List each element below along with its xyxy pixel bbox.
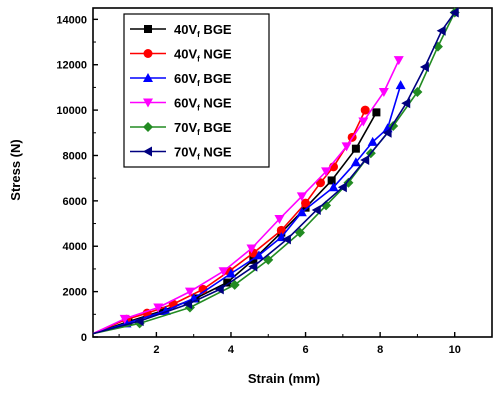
data-point-70vf-nge: [337, 182, 347, 193]
y-tick-label: 4000: [63, 241, 87, 253]
legend-item-70vf-nge: 70Vf NGE: [130, 145, 232, 162]
legend-item-60vf-nge: 60Vf NGE: [130, 96, 232, 113]
legend-marker: [143, 49, 153, 58]
data-point-60vf-nge: [296, 192, 307, 202]
legend-label: 40Vf BGE: [174, 22, 232, 39]
x-tick-label: 2: [153, 344, 159, 356]
x-tick-label: 4: [228, 344, 235, 356]
legend: 40Vf BGE 40Vf NGE 60Vf BGE 60Vf NGE 70Vf BGE…: [123, 13, 270, 168]
legend-label: 70Vf NGE: [174, 145, 232, 162]
data-point-70vf-nge: [436, 25, 446, 36]
y-tick-label: 6000: [63, 196, 87, 208]
data-point-70vf-nge: [183, 299, 193, 310]
data-point-70vf-bge: [294, 227, 305, 238]
legend-label: 60Vf NGE: [174, 96, 232, 113]
legend-item-70vf-bge: 70Vf BGE: [130, 120, 232, 137]
data-point-60vf-nge: [341, 142, 352, 152]
legend-label: 60Vf BGE: [174, 71, 232, 88]
data-point-70vf-nge: [401, 98, 411, 109]
y-tick-label: 14000: [56, 14, 87, 26]
data-point-60vf-bge: [350, 157, 361, 167]
data-point-40vf-bge: [372, 108, 381, 117]
data-point-40vf-nge: [276, 225, 286, 235]
data-point-60vf-nge: [274, 215, 285, 225]
legend-box: [123, 13, 270, 168]
legend-marker: [143, 146, 152, 157]
series-layer: [92, 7, 460, 335]
legend-marker: [143, 73, 153, 82]
legend-marker: [143, 122, 153, 132]
legend-item-40vf-nge: 40Vf NGE: [130, 47, 232, 64]
data-point-60vf-nge: [393, 56, 404, 66]
data-point-60vf-bge: [296, 207, 307, 217]
plot-border: [92, 7, 493, 338]
y-axis-title: Stress (N): [8, 139, 23, 200]
series-70vf-nge: [92, 7, 459, 335]
y-tick-label: 8000: [63, 150, 87, 162]
data-point-60vf-bge: [225, 268, 236, 278]
plot-frame: [92, 7, 493, 338]
series-60vf-nge: [92, 56, 404, 335]
data-point-40vf-bge: [351, 144, 360, 153]
data-point-40vf-bge: [327, 176, 336, 185]
data-point-60vf-nge: [358, 117, 369, 127]
y-tick-label: 10000: [56, 105, 87, 117]
data-point-70vf-bge: [263, 254, 274, 265]
data-point-70vf-nge: [382, 127, 392, 138]
data-point-40vf-bge: [301, 203, 310, 212]
y-tick-label: 2000: [63, 287, 87, 299]
data-point-40vf-bge: [157, 306, 166, 315]
x-tick-label: 6: [302, 344, 308, 356]
data-point-70vf-nge: [311, 204, 321, 215]
x-tick-label: 8: [377, 344, 383, 356]
y-tick-label: 12000: [56, 60, 87, 72]
legend-item-40vf-bge: 40Vf BGE: [130, 22, 232, 39]
ticks-layer: 2 4 6 8 10 0 2000 4000 6000 8000 10000 12000 14000: [56, 14, 460, 356]
legend-marker: [143, 98, 153, 108]
data-point-60vf-bge: [253, 250, 264, 260]
data-point-60vf-nge: [321, 167, 332, 177]
data-point-70vf-bge: [229, 279, 240, 290]
data-point-60vf-bge: [367, 136, 378, 146]
data-point-70vf-nge: [281, 234, 291, 245]
data-point-60vf-nge: [184, 287, 195, 297]
data-point-40vf-nge: [360, 105, 370, 115]
data-point-70vf-nge: [134, 316, 144, 327]
data-point-70vf-nge: [419, 61, 429, 72]
x-axis-title: Strain (mm): [248, 371, 320, 386]
y-tick-label: 0: [81, 332, 87, 344]
legend-item-60vf-bge: 60Vf BGE: [130, 71, 232, 88]
data-point-40vf-nge: [301, 198, 311, 208]
data-point-40vf-bge: [223, 278, 232, 287]
data-point-70vf-nge: [248, 261, 258, 272]
data-point-60vf-nge: [378, 87, 389, 97]
legend-label: 70Vf BGE: [174, 120, 232, 137]
data-point-60vf-nge: [153, 303, 164, 313]
data-point-60vf-nge: [218, 267, 229, 277]
data-point-70vf-nge: [360, 155, 370, 166]
data-point-70vf-bge: [412, 86, 423, 97]
data-point-60vf-bge: [395, 80, 406, 90]
legend-marker: [144, 25, 152, 33]
series-line-70vf-nge: [92, 12, 456, 335]
data-point-60vf-nge: [119, 314, 130, 324]
data-point-60vf-nge: [246, 244, 257, 254]
data-point-70vf-nge: [449, 7, 459, 18]
data-point-70vf-nge: [214, 284, 224, 295]
x-tick-label: 10: [449, 344, 461, 356]
data-point-60vf-bge: [328, 182, 339, 192]
legend-label: 40Vf NGE: [174, 47, 232, 64]
